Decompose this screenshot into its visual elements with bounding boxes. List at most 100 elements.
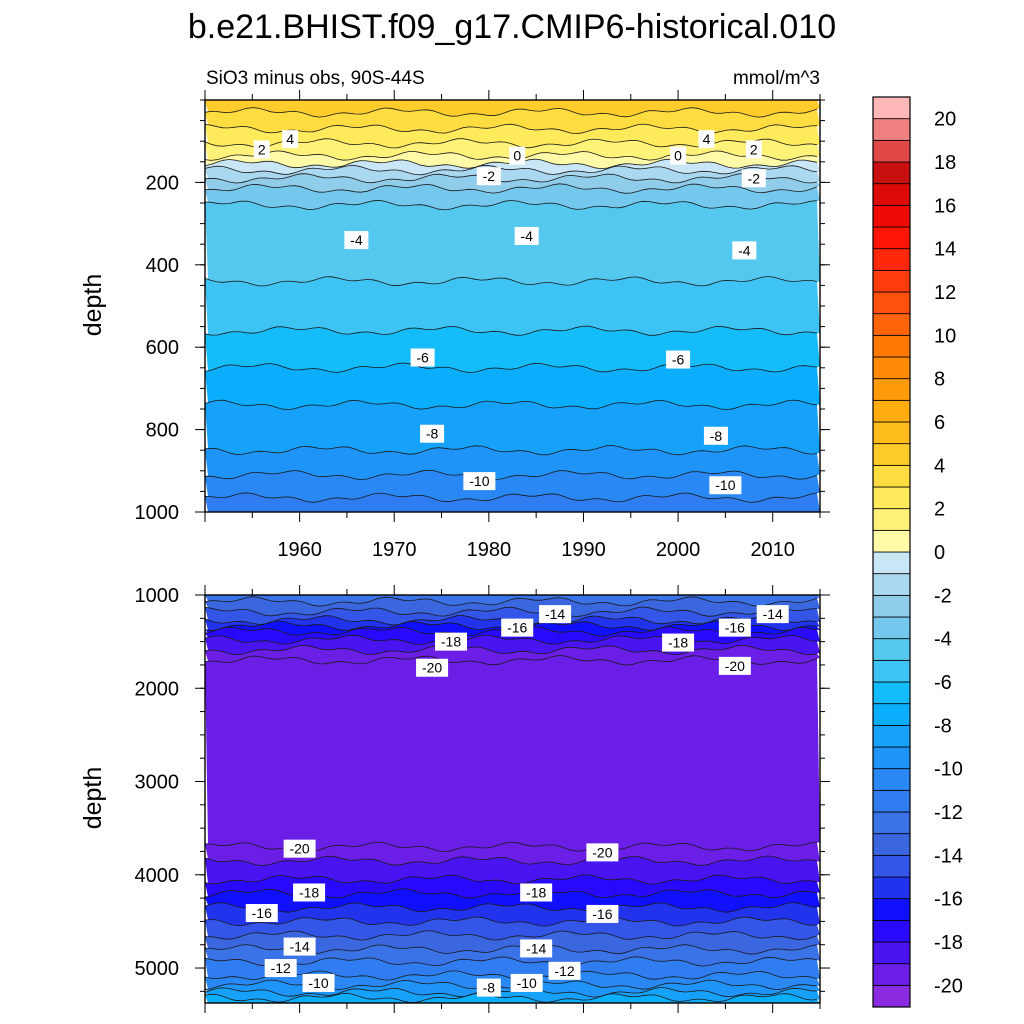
- contour-band: [205, 400, 820, 455]
- contour-label: 4: [282, 130, 299, 149]
- y-tick-label: 1000: [135, 502, 180, 524]
- contour-label-text: -18: [668, 635, 688, 651]
- x-tick-label: 2010: [750, 539, 795, 561]
- contour-band: [205, 987, 820, 1003]
- colorbar-label: -12: [934, 802, 963, 824]
- colorbar-segment: [872, 118, 911, 141]
- contour-label: -2: [476, 167, 501, 186]
- colorbar-label: 2: [934, 499, 945, 521]
- contour-line: [204, 992, 818, 1003]
- colorbar-segment: [872, 724, 911, 748]
- contour-label-text: -2: [483, 168, 496, 184]
- colorbar-segment: [872, 984, 911, 1008]
- colorbar-segment: [872, 183, 911, 206]
- contour-band: [205, 124, 820, 148]
- colorbar-label: -6: [934, 672, 952, 694]
- contour-label-text: -16: [252, 905, 272, 921]
- contour-band: [205, 100, 820, 118]
- contour-label-text: -18: [299, 884, 319, 900]
- y-tick-label: 400: [146, 255, 179, 277]
- x-tick-label: 1960: [277, 539, 322, 561]
- contour-label: -10: [709, 476, 742, 495]
- upper-depth-panel: 1960 1970 1980 1990 2000 20102004006008001000…: [135, 90, 830, 561]
- plot-frame: [204, 594, 821, 1004]
- colorbar-label: 6: [934, 412, 945, 434]
- contour-line: [204, 362, 818, 373]
- contour-label: 0: [670, 146, 687, 165]
- contour-line: [204, 276, 818, 287]
- contour-label-text: -14: [763, 606, 783, 622]
- contour-line: [204, 469, 818, 481]
- colorbar-segment: [872, 378, 911, 401]
- contour-band: [205, 200, 820, 287]
- contour-line: [204, 596, 818, 607]
- contour-label-text: -14: [289, 939, 309, 955]
- colorbar-segment: [872, 941, 911, 965]
- contour-label: -6: [410, 348, 435, 367]
- contour-label-text: -14: [526, 940, 546, 956]
- colorbar-segment: [872, 876, 911, 900]
- contour-label-text: 2: [258, 141, 266, 157]
- contour-line: [204, 492, 818, 503]
- colorbar-segment: [872, 833, 911, 856]
- contour-label: -4: [514, 226, 539, 245]
- contour-label-text: -8: [483, 980, 496, 996]
- contour-label-text: -6: [416, 350, 429, 366]
- x-tick-label: 1980: [467, 539, 512, 561]
- colorbar-label: -14: [934, 845, 963, 867]
- contour-label-text: -12: [554, 963, 574, 979]
- contour-band: [205, 645, 820, 665]
- contour-label: -6: [666, 350, 691, 369]
- contour-label: -8: [420, 424, 445, 443]
- contour-label: -4: [732, 241, 757, 260]
- contour-band: [205, 916, 820, 941]
- contour-line: [204, 164, 818, 176]
- colorbar-segment: [872, 96, 911, 120]
- lower-depth-panel: 1000 2000 3000 4000 5000 -14 -16 -18 -20 -18 -16 -1…: [135, 585, 830, 1013]
- contour-label: -18: [293, 883, 326, 902]
- colorbar-label: 16: [934, 195, 956, 217]
- contour-label-text: 2: [750, 141, 758, 157]
- contour-label: -16: [586, 904, 619, 923]
- contour-label-text: -4: [520, 228, 533, 244]
- contour-label-text: -4: [350, 232, 363, 248]
- contour-band: [205, 621, 820, 637]
- contour-line: [204, 916, 818, 927]
- contour-label-text: -20: [289, 841, 309, 857]
- colorbar-segment: [872, 768, 911, 791]
- colorbar-label: 20: [934, 109, 956, 131]
- contour-line: [204, 199, 818, 211]
- contour-label-text: 4: [703, 131, 711, 147]
- colorbar-label: -8: [934, 715, 952, 737]
- colorbar-segment: [872, 486, 911, 510]
- colorbar-segment: [872, 508, 911, 531]
- colorbar-segment: [872, 443, 911, 466]
- contour-label-text: 4: [286, 131, 294, 147]
- panel-subtitle-units: mmol/m^3: [733, 68, 820, 89]
- contour-label-text: -8: [426, 426, 439, 442]
- contour-label-text: -20: [592, 844, 612, 860]
- colorbar-label: 10: [934, 325, 956, 347]
- colorbar-segment: [872, 551, 911, 575]
- colorbar-label: -18: [934, 932, 963, 954]
- contour-line: [204, 138, 818, 149]
- contour-line: [204, 107, 818, 118]
- contour-label: -20: [586, 843, 619, 862]
- contour-band: [205, 856, 820, 885]
- colorbar-segment: [872, 248, 911, 271]
- y-tick-label: 5000: [135, 958, 180, 980]
- contour-line: [204, 902, 818, 913]
- y-tick-label: 600: [146, 337, 179, 359]
- contour-label: -18: [520, 883, 553, 902]
- contour-band: [205, 445, 820, 480]
- colorbar-label: -16: [934, 889, 963, 911]
- contour-label-text: -20: [422, 660, 442, 676]
- contour-label: -14: [756, 605, 789, 624]
- figure-title: b.e21.BHIST.f09_g17.CMIP6-historical.010: [188, 8, 836, 46]
- contour-band: [205, 363, 820, 410]
- colorbar-frame: [872, 96, 911, 1008]
- contour-line: [204, 956, 818, 967]
- contour-line: [204, 183, 818, 194]
- contour-label: -8: [703, 426, 728, 445]
